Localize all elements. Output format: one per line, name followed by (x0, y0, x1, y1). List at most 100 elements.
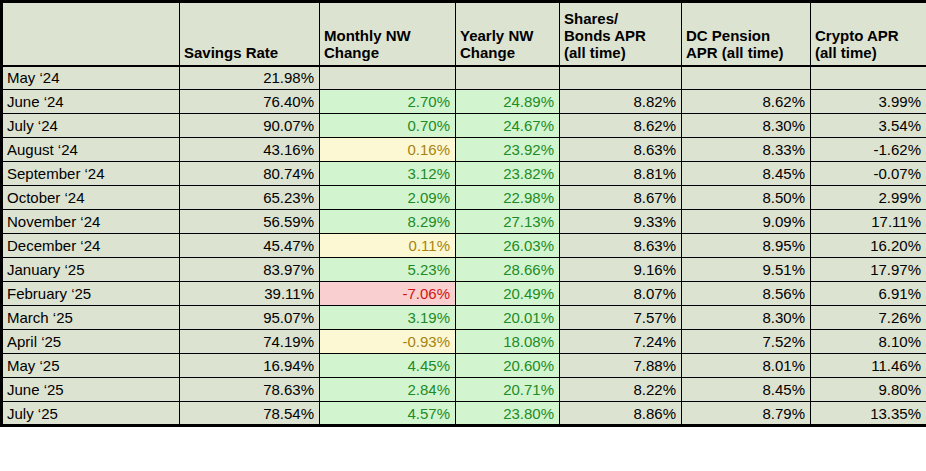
cell-month[interactable]: November ‘24 (2, 210, 180, 234)
cell-crypto-apr[interactable]: 17.11% (811, 210, 926, 234)
cell-monthly-nw-change[interactable]: -7.06% (320, 282, 456, 306)
cell-shares-bonds-apr[interactable]: 7.88% (560, 354, 682, 378)
cell-crypto-apr[interactable]: 17.97% (811, 258, 926, 282)
cell-crypto-apr[interactable]: 8.10% (811, 330, 926, 354)
cell-yearly-nw-change[interactable]: 20.01% (456, 306, 560, 330)
cell-month[interactable]: May ‘24 (2, 66, 180, 90)
cell-yearly-nw-change[interactable]: 20.60% (456, 354, 560, 378)
cell-crypto-apr[interactable]: -1.62% (811, 138, 926, 162)
cell-yearly-nw-change[interactable]: 18.08% (456, 330, 560, 354)
cell-crypto-apr[interactable]: 16.20% (811, 234, 926, 258)
cell-monthly-nw-change[interactable]: 2.84% (320, 378, 456, 402)
cell-month[interactable]: January ‘25 (2, 258, 180, 282)
column-header-crypto-apr[interactable]: Crypto APR (all time) (811, 2, 926, 66)
cell-month[interactable]: May ‘25 (2, 354, 180, 378)
cell-savings-rate[interactable]: 95.07% (180, 306, 320, 330)
cell-savings-rate[interactable]: 39.11% (180, 282, 320, 306)
cell-monthly-nw-change[interactable]: 5.23% (320, 258, 456, 282)
cell-shares-bonds-apr[interactable]: 8.86% (560, 402, 682, 426)
cell-dc-pension-apr[interactable]: 8.62% (682, 90, 811, 114)
cell-crypto-apr[interactable]: 11.46% (811, 354, 926, 378)
cell-monthly-nw-change[interactable]: 3.19% (320, 306, 456, 330)
cell-crypto-apr[interactable]: 7.26% (811, 306, 926, 330)
cell-savings-rate[interactable]: 16.94% (180, 354, 320, 378)
cell-yearly-nw-change[interactable]: 23.80% (456, 402, 560, 426)
cell-savings-rate[interactable]: 76.40% (180, 90, 320, 114)
cell-monthly-nw-change[interactable]: 2.70% (320, 90, 456, 114)
cell-savings-rate[interactable]: 21.98% (180, 66, 320, 90)
cell-shares-bonds-apr[interactable]: 9.16% (560, 258, 682, 282)
cell-month[interactable]: August ‘24 (2, 138, 180, 162)
cell-yearly-nw-change[interactable]: 26.03% (456, 234, 560, 258)
cell-savings-rate[interactable]: 45.47% (180, 234, 320, 258)
cell-dc-pension-apr[interactable]: 8.45% (682, 162, 811, 186)
cell-dc-pension-apr[interactable]: 8.30% (682, 306, 811, 330)
cell-shares-bonds-apr[interactable]: 8.67% (560, 186, 682, 210)
cell-yearly-nw-change[interactable]: 23.82% (456, 162, 560, 186)
cell-monthly-nw-change[interactable]: 4.57% (320, 402, 456, 426)
cell-shares-bonds-apr[interactable]: 8.82% (560, 90, 682, 114)
cell-monthly-nw-change[interactable]: 3.12% (320, 162, 456, 186)
column-header-savings-rate[interactable]: Savings Rate (180, 2, 320, 66)
cell-shares-bonds-apr[interactable]: 8.63% (560, 138, 682, 162)
cell-dc-pension-apr[interactable]: 8.33% (682, 138, 811, 162)
cell-crypto-apr[interactable]: 6.91% (811, 282, 926, 306)
cell-dc-pension-apr[interactable]: 7.52% (682, 330, 811, 354)
cell-shares-bonds-apr[interactable] (560, 66, 682, 90)
cell-dc-pension-apr[interactable]: 8.50% (682, 186, 811, 210)
cell-dc-pension-apr[interactable]: 8.30% (682, 114, 811, 138)
cell-month[interactable]: April ‘25 (2, 330, 180, 354)
cell-shares-bonds-apr[interactable]: 7.57% (560, 306, 682, 330)
cell-crypto-apr[interactable] (811, 66, 926, 90)
cell-dc-pension-apr[interactable]: 8.45% (682, 378, 811, 402)
cell-crypto-apr[interactable]: 3.54% (811, 114, 926, 138)
cell-savings-rate[interactable]: 43.16% (180, 138, 320, 162)
cell-dc-pension-apr[interactable] (682, 66, 811, 90)
cell-savings-rate[interactable]: 56.59% (180, 210, 320, 234)
cell-yearly-nw-change[interactable]: 20.49% (456, 282, 560, 306)
cell-dc-pension-apr[interactable]: 8.95% (682, 234, 811, 258)
cell-dc-pension-apr[interactable]: 8.01% (682, 354, 811, 378)
cell-yearly-nw-change[interactable]: 24.89% (456, 90, 560, 114)
cell-savings-rate[interactable]: 90.07% (180, 114, 320, 138)
cell-shares-bonds-apr[interactable]: 9.33% (560, 210, 682, 234)
cell-savings-rate[interactable]: 83.97% (180, 258, 320, 282)
cell-month[interactable]: June ‘24 (2, 90, 180, 114)
column-header-monthly-nw-change[interactable]: Monthly NW Change (320, 2, 456, 66)
column-header-month[interactable] (2, 2, 180, 66)
cell-shares-bonds-apr[interactable]: 8.22% (560, 378, 682, 402)
cell-savings-rate[interactable]: 78.63% (180, 378, 320, 402)
cell-monthly-nw-change[interactable]: 0.16% (320, 138, 456, 162)
cell-shares-bonds-apr[interactable]: 8.07% (560, 282, 682, 306)
column-header-dc-pension-apr[interactable]: DC Pension APR (all time) (682, 2, 811, 66)
cell-yearly-nw-change[interactable]: 28.66% (456, 258, 560, 282)
cell-shares-bonds-apr[interactable]: 8.62% (560, 114, 682, 138)
cell-savings-rate[interactable]: 65.23% (180, 186, 320, 210)
cell-month[interactable]: July ‘25 (2, 402, 180, 426)
cell-monthly-nw-change[interactable]: 0.11% (320, 234, 456, 258)
cell-monthly-nw-change[interactable]: 8.29% (320, 210, 456, 234)
cell-crypto-apr[interactable]: -0.07% (811, 162, 926, 186)
cell-dc-pension-apr[interactable]: 8.79% (682, 402, 811, 426)
cell-monthly-nw-change[interactable]: 0.70% (320, 114, 456, 138)
column-header-shares-bonds-apr[interactable]: Shares/ Bonds APR (all time) (560, 2, 682, 66)
cell-month[interactable]: September ‘24 (2, 162, 180, 186)
cell-monthly-nw-change[interactable]: -0.93% (320, 330, 456, 354)
cell-crypto-apr[interactable]: 2.99% (811, 186, 926, 210)
cell-shares-bonds-apr[interactable]: 8.81% (560, 162, 682, 186)
cell-crypto-apr[interactable]: 3.99% (811, 90, 926, 114)
cell-yearly-nw-change[interactable]: 24.67% (456, 114, 560, 138)
cell-month[interactable]: December ‘24 (2, 234, 180, 258)
cell-monthly-nw-change[interactable] (320, 66, 456, 90)
cell-month[interactable]: February ‘25 (2, 282, 180, 306)
cell-yearly-nw-change[interactable]: 23.92% (456, 138, 560, 162)
cell-shares-bonds-apr[interactable]: 8.63% (560, 234, 682, 258)
cell-yearly-nw-change[interactable]: 20.71% (456, 378, 560, 402)
cell-month[interactable]: March ‘25 (2, 306, 180, 330)
column-header-yearly-nw-change[interactable]: Yearly NW Change (456, 2, 560, 66)
cell-crypto-apr[interactable]: 13.35% (811, 402, 926, 426)
cell-dc-pension-apr[interactable]: 9.09% (682, 210, 811, 234)
cell-yearly-nw-change[interactable] (456, 66, 560, 90)
cell-monthly-nw-change[interactable]: 4.45% (320, 354, 456, 378)
cell-savings-rate[interactable]: 74.19% (180, 330, 320, 354)
